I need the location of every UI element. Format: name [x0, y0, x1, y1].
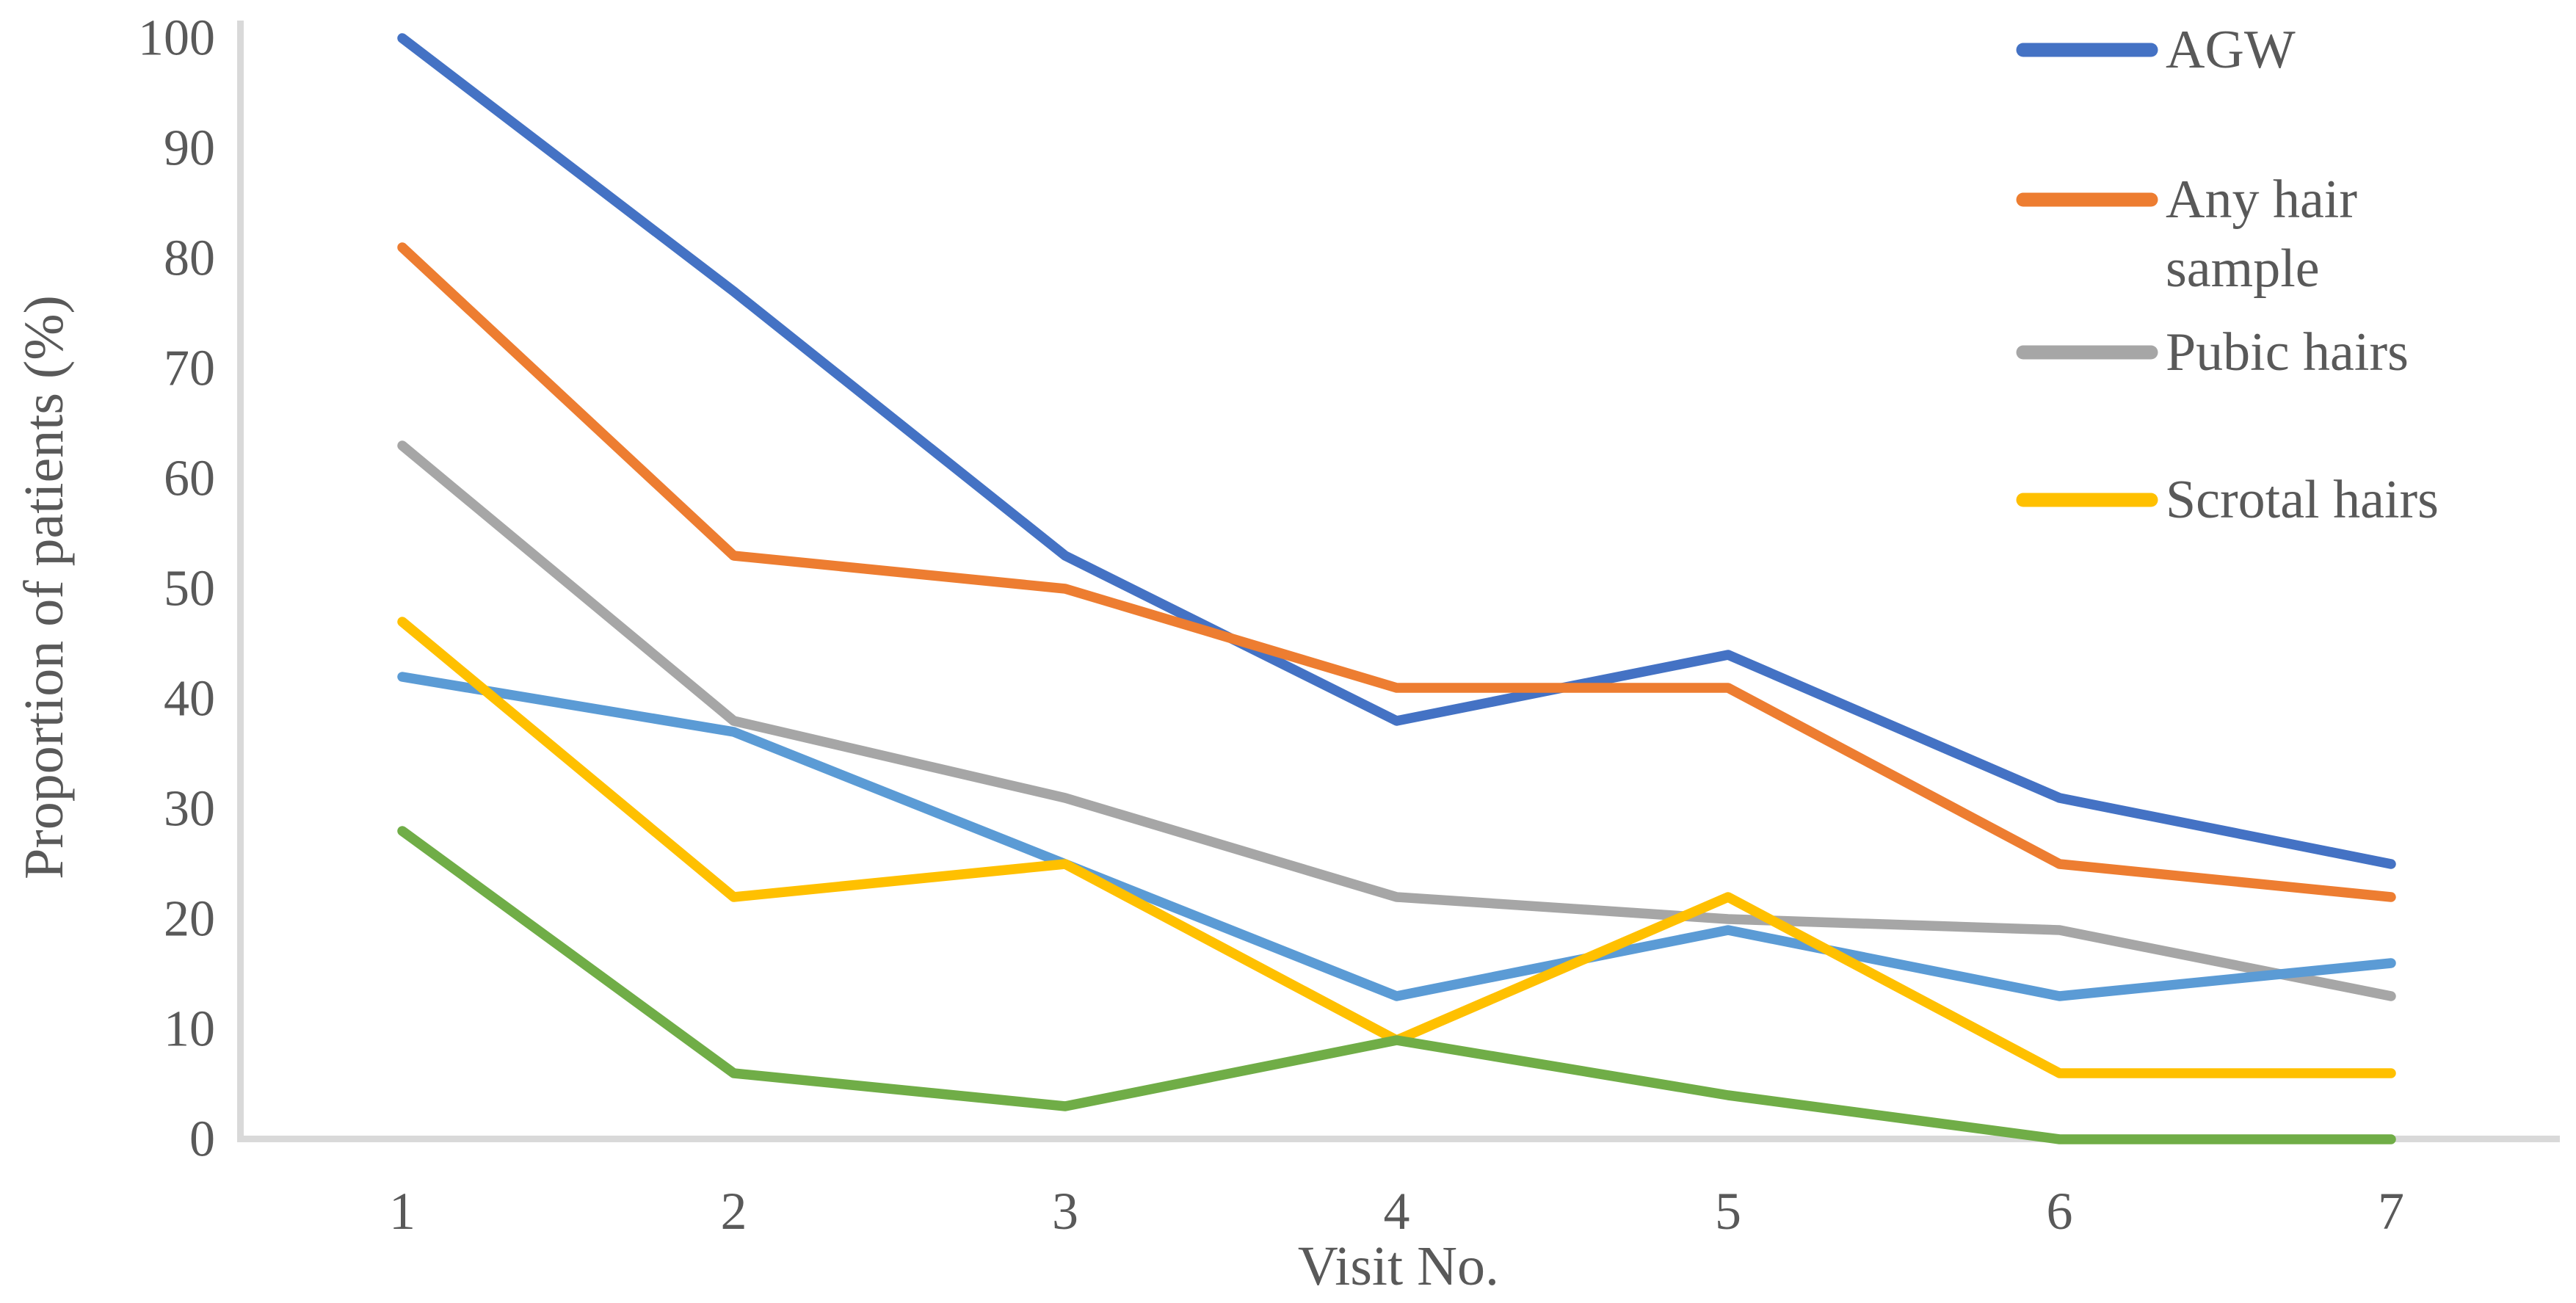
y-tick-label: 50 [164, 561, 215, 617]
y-tick-label: 100 [138, 10, 215, 67]
y-tick-label: 70 [164, 341, 215, 397]
y-axis-title: Proportion of patients (%) [13, 295, 75, 879]
legend: AGW Any hair sample Pubic hairs Scrotal hair… [2016, 20, 2439, 530]
legend-label-scrotal-hairs: Scrotal hairs [2166, 470, 2439, 530]
legend-label-any-hair-sample: Any hair [2166, 170, 2357, 230]
series-line-unlabeled-light-blue [397, 672, 2396, 1001]
series-line-pubic-hairs [397, 440, 2396, 1001]
x-tick-label: 3 [1052, 1182, 1078, 1241]
series-line-any-hair-sample [397, 242, 2396, 902]
legend-label-agw: AGW [2166, 20, 2296, 80]
y-tick-labels: 0 10 20 30 40 50 60 70 80 90 100 [138, 10, 215, 1168]
y-tick-label: 40 [164, 671, 215, 727]
y-tick-label: 30 [164, 781, 215, 838]
y-tick-label: 0 [189, 1111, 215, 1168]
x-tick-label: 4 [1384, 1182, 1410, 1241]
y-tick-label: 20 [164, 891, 215, 948]
y-tick-label: 60 [164, 451, 215, 507]
x-tick-label: 6 [2047, 1182, 2073, 1241]
x-axis-title: Visit No. [1298, 1235, 1499, 1297]
y-tick-label: 80 [164, 231, 215, 287]
x-tick-label: 2 [721, 1182, 747, 1241]
series-line-unlabeled-green [397, 826, 2396, 1144]
series-line-agw [397, 33, 2396, 869]
x-tick-label: 7 [2378, 1182, 2404, 1241]
legend-item-scrotal-hairs: Scrotal hairs [2016, 470, 2439, 530]
legend-item-any-hair-sample: Any hair sample [2016, 170, 2357, 299]
legend-item-agw: AGW [2016, 20, 2296, 80]
legend-item-pubic-hairs: Pubic hairs [2016, 322, 2409, 382]
legend-label-pubic-hairs: Pubic hairs [2166, 322, 2409, 382]
y-tick-label: 10 [164, 1001, 215, 1058]
x-tick-label: 1 [389, 1182, 416, 1241]
x-tick-label: 5 [1715, 1182, 1741, 1241]
y-tick-label: 90 [164, 120, 215, 177]
x-tick-labels: 1 2 3 4 5 6 7 [389, 1182, 2404, 1241]
legend-label-any-hair-sample: sample [2166, 239, 2320, 299]
chart-generated-content: 0 10 20 30 40 50 60 70 80 90 100 1 2 3 4 5 6 7 AGW Any hair… [138, 10, 2560, 1241]
